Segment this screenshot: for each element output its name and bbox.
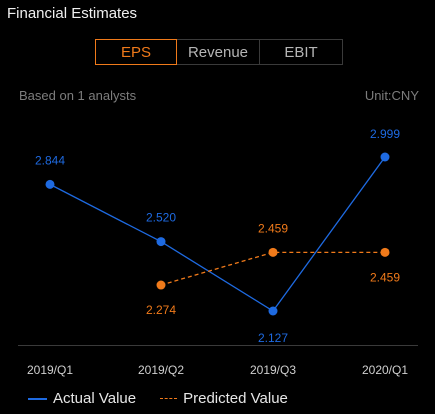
chart-legend: Actual Value Predicted Value [28, 390, 312, 407]
legend-label-predicted: Predicted Value [183, 390, 288, 407]
data-label-actual-3: 2.999 [370, 127, 400, 141]
data-label-predicted-3: 2.459 [370, 270, 400, 284]
x-tick-label-0: 2019/Q1 [27, 363, 73, 377]
data-point-predicted-2 [268, 247, 278, 257]
x-tick-label-1: 2019/Q2 [138, 363, 184, 377]
series-line-actual [49, 156, 386, 312]
data-label-actual-2: 2.127 [258, 331, 288, 345]
x-tick-label-3: 2020/Q1 [362, 363, 408, 377]
legend-swatch-actual [28, 397, 47, 400]
data-label-actual-1: 2.520 [146, 211, 176, 225]
data-point-predicted-3 [380, 247, 390, 257]
x-tick-label-2: 2019/Q3 [250, 363, 296, 377]
analyst-count-note: Based on 1 analysts [19, 88, 137, 103]
page-title: Financial Estimates [7, 5, 138, 22]
legend-swatch-predicted [160, 398, 178, 399]
data-point-actual-2 [268, 306, 278, 316]
tab-ebit[interactable]: EBIT [259, 39, 343, 65]
data-point-actual-3 [380, 152, 390, 162]
data-label-predicted-1: 2.274 [146, 303, 176, 317]
data-point-predicted-1 [156, 280, 166, 290]
data-label-actual-0: 2.844 [35, 153, 65, 167]
legend-item-actual[interactable]: Actual Value [28, 390, 136, 407]
legend-label-actual: Actual Value [53, 390, 137, 407]
unit-note: Unit:CNY [364, 88, 419, 103]
data-label-predicted-2: 2.459 [258, 221, 288, 235]
data-point-actual-0 [45, 179, 55, 189]
data-point-actual-1 [156, 237, 166, 247]
metric-tabs: EPS Revenue EBIT [95, 39, 343, 65]
legend-item-predicted[interactable]: Predicted Value [160, 390, 288, 407]
tab-eps[interactable]: EPS [95, 39, 177, 65]
series-line-predicted [160, 251, 385, 286]
